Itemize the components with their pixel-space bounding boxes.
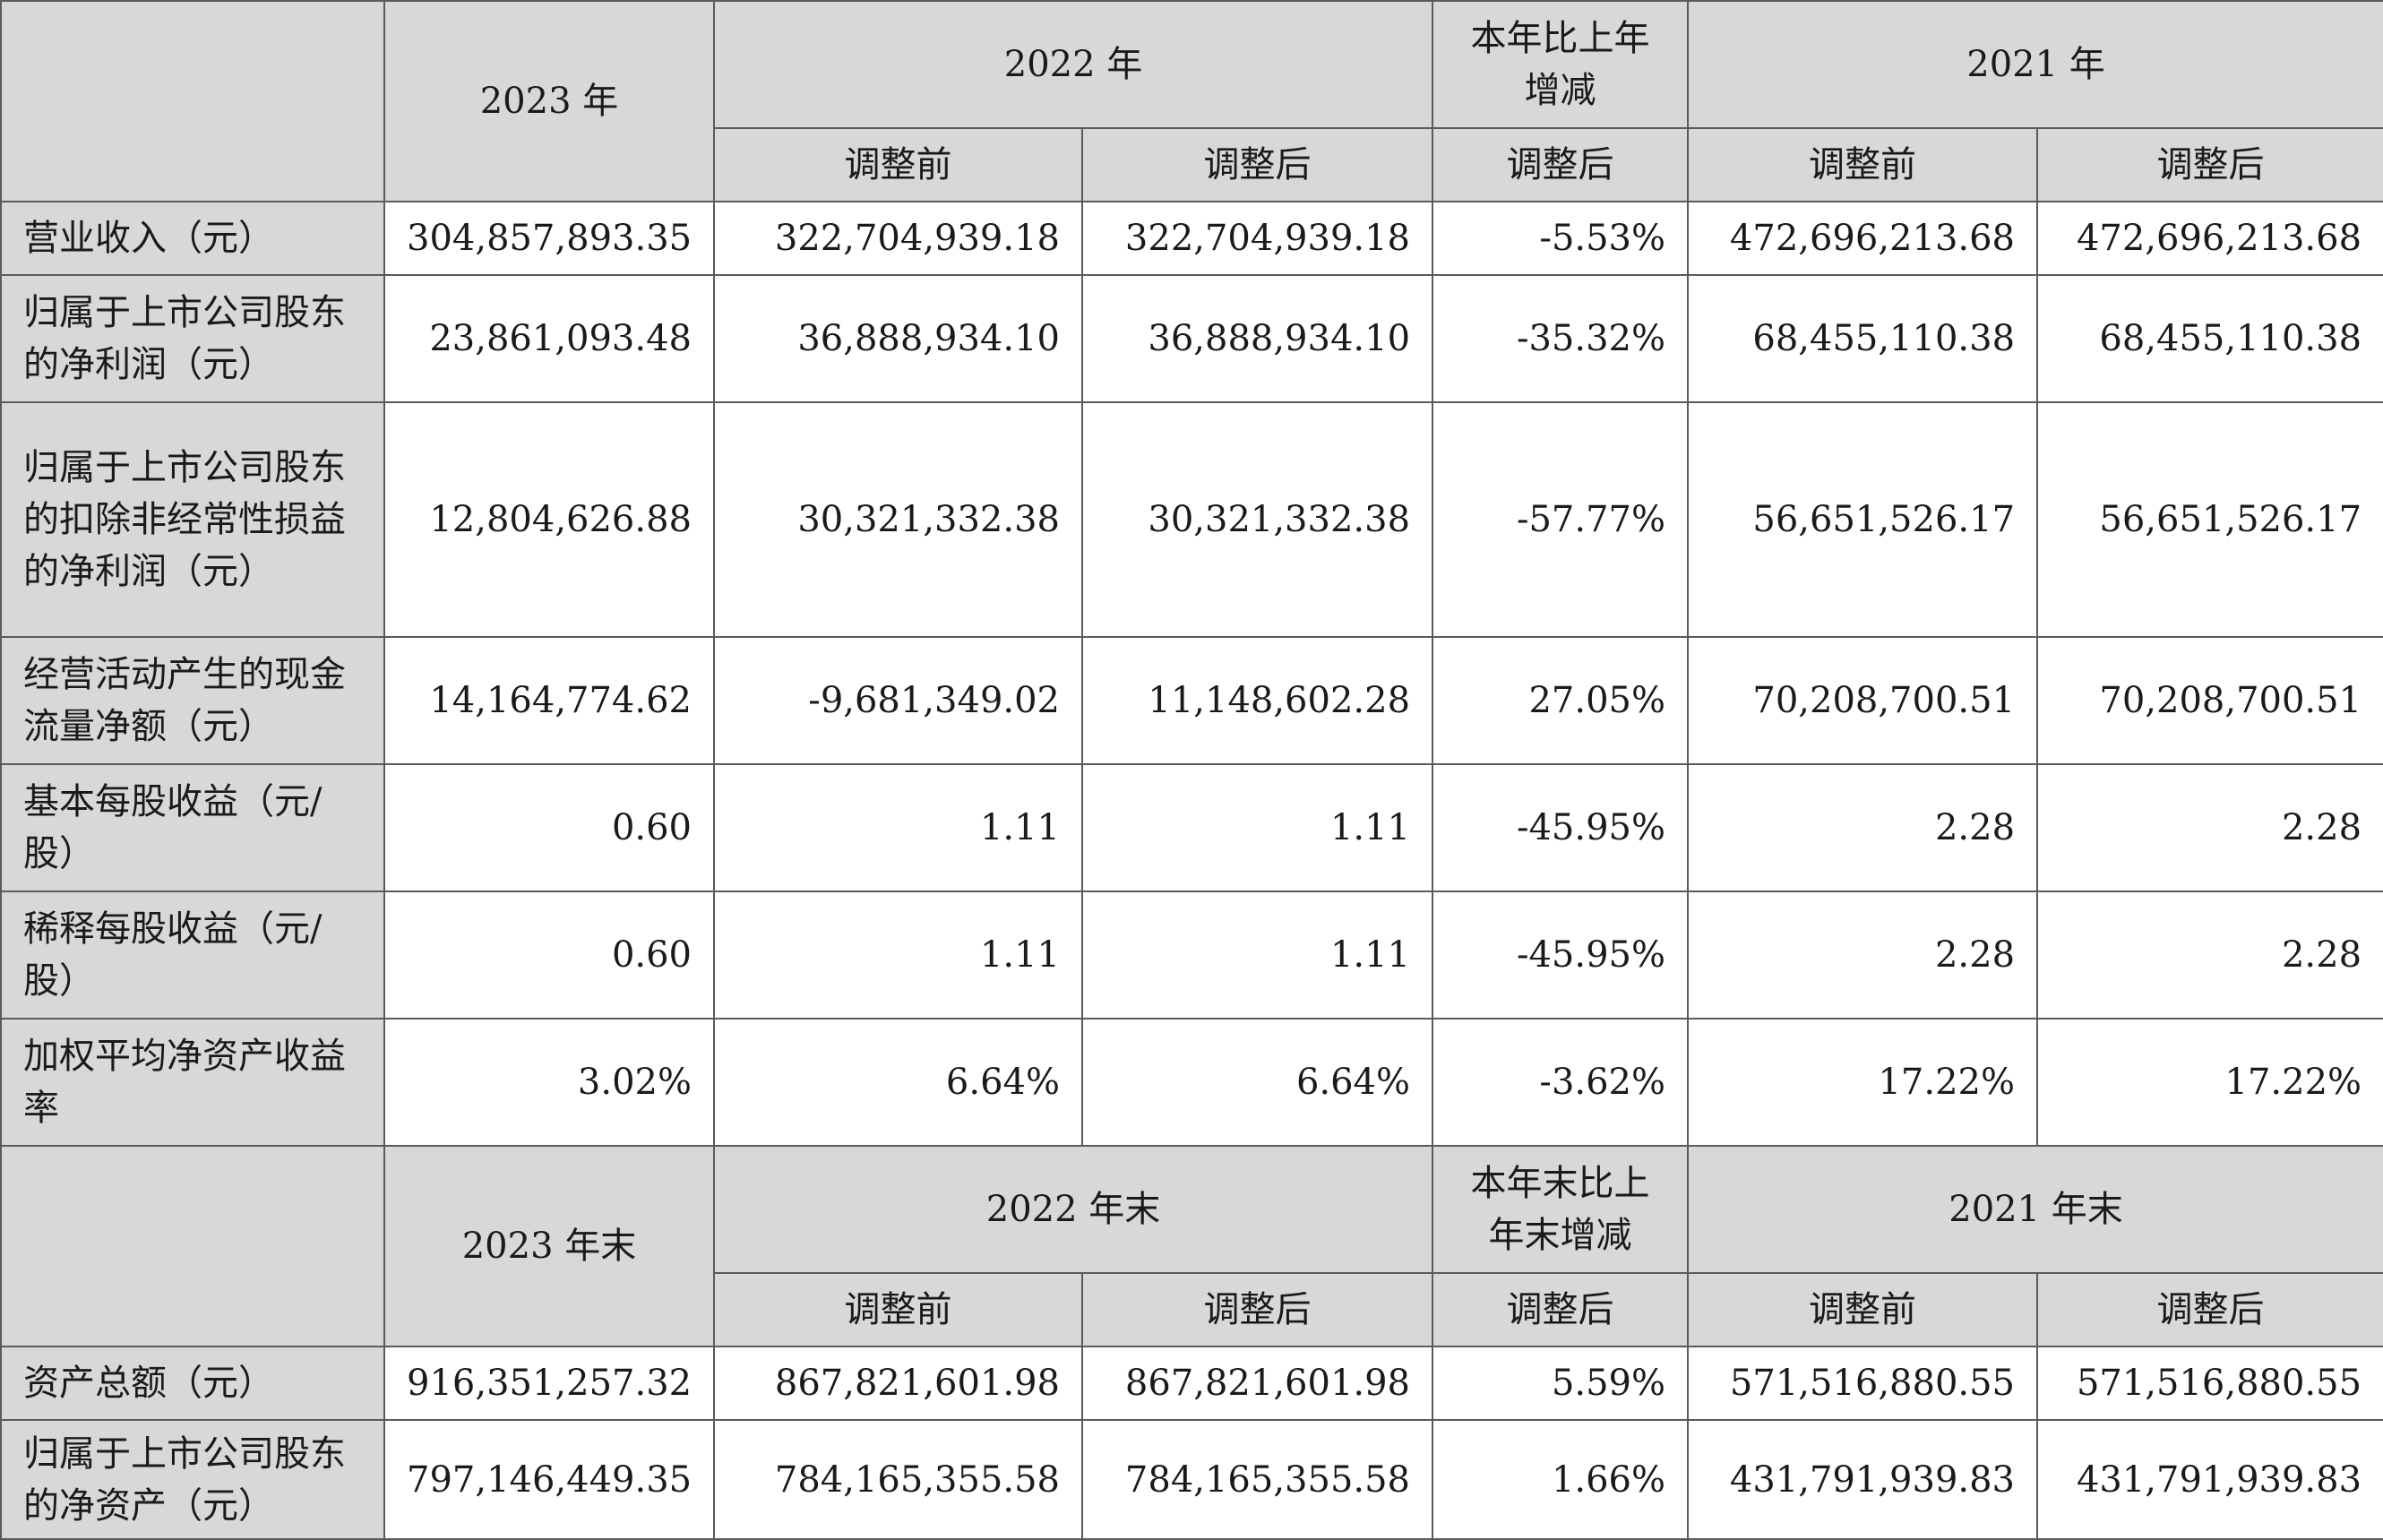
value-2023: 916,351,257.32 (383, 1346, 715, 1421)
bottom-subheader-row: 调整前 调整后 调整后 调整前 调整后 (1, 1272, 2383, 1347)
row-label: 加权平均净资产收益率 (0, 1018, 385, 1147)
value-2021-after: 431,791,939.83 (2036, 1419, 2383, 1540)
value-2023: 0.60 (383, 763, 715, 892)
row-label: 营业收入（元） (0, 201, 385, 276)
value-2021-before: 2.28 (1687, 890, 2039, 1019)
row-label: 归属于上市公司股东的净资产（元） (0, 1419, 385, 1540)
table-row: 营业收入（元） 304,857,893.35 322,704,939.18 32… (0, 201, 2383, 276)
top-header-corner-cell (0, 0, 385, 202)
value-change: -45.95% (1432, 763, 1690, 892)
value-2021-before: 571,516,880.55 (1687, 1346, 2039, 1421)
value-change: 5.59% (1432, 1346, 1690, 1421)
table-row: 加权平均净资产收益率 3.02% 6.64% 6.64% -3.62% 17.2… (0, 1018, 2383, 1147)
top-subheader-row: 调整前 调整后 调整后 调整前 调整后 (1, 127, 2383, 202)
table-row: 归属于上市公司股东的扣除非经常性损益的净利润（元） 12,804,626.88 … (0, 401, 2383, 638)
value-change: -35.32% (1432, 274, 1690, 403)
bottom-subheader-2021-before: 调整前 (1687, 1272, 2039, 1347)
value-2023: 12,804,626.88 (383, 401, 715, 638)
top-subheader-2021-after: 调整后 (2036, 127, 2383, 202)
value-2021-after: 17.22% (2036, 1018, 2383, 1147)
value-2023: 0.60 (383, 890, 715, 1019)
value-2022-after: 6.64% (1080, 1018, 1434, 1147)
value-2021-before: 70,208,700.51 (1687, 636, 2039, 765)
value-2021-before: 56,651,526.17 (1687, 401, 2039, 638)
value-2023: 14,164,774.62 (383, 636, 715, 765)
bottom-header-corner-cell (0, 1145, 385, 1347)
bottom-header-row: 2023 年末 2022 年末 本年末比上年末增减 2021 年末 (0, 1145, 2383, 1347)
value-2022-before: 867,821,601.98 (713, 1346, 1083, 1421)
table-row: 资产总额（元） 916,351,257.32 867,821,601.98 86… (0, 1346, 2383, 1421)
value-2021-after: 70,208,700.51 (2036, 636, 2383, 765)
value-2022-before: 322,704,939.18 (713, 201, 1083, 276)
row-label: 归属于上市公司股东的扣除非经常性损益的净利润（元） (0, 401, 385, 638)
top-header-2023: 2023 年 (383, 0, 715, 202)
bottom-subheader-change-after: 调整后 (1432, 1272, 1690, 1347)
value-2023: 797,146,449.35 (383, 1419, 715, 1540)
top-header-2021: 2021 年 (1687, 0, 2383, 129)
value-2022-after: 1.11 (1080, 890, 1434, 1019)
table-row: 经营活动产生的现金流量净额（元） 14,164,774.62 -9,681,34… (0, 636, 2383, 765)
row-label: 经营活动产生的现金流量净额（元） (0, 636, 385, 765)
value-2023: 3.02% (383, 1018, 715, 1147)
row-label: 资产总额（元） (0, 1346, 385, 1421)
bottom-subheader-2022-after: 调整后 (1080, 1272, 1434, 1347)
bottom-header-change: 本年末比上年末增减 (1432, 1145, 1690, 1274)
top-header-row: 2023 年 2022 年 本年比上年增减 2021 年 (0, 0, 2383, 202)
value-2022-before: 1.11 (713, 890, 1083, 1019)
value-2021-after: 472,696,213.68 (2036, 201, 2383, 276)
value-2022-after: 867,821,601.98 (1080, 1346, 1434, 1421)
top-header-change: 本年比上年增减 (1432, 0, 1690, 129)
value-2021-after: 2.28 (2036, 890, 2383, 1019)
bottom-subheader-2021-after: 调整后 (2036, 1272, 2383, 1347)
top-subheader-2022-after: 调整后 (1080, 127, 1434, 202)
table-row: 稀释每股收益（元/股） 0.60 1.11 1.11 -45.95% 2.28 … (0, 890, 2383, 1019)
row-label: 稀释每股收益（元/股） (0, 890, 385, 1019)
value-2021-after: 68,455,110.38 (2036, 274, 2383, 403)
value-2022-after: 1.11 (1080, 763, 1434, 892)
bottom-subheader-2022-before: 调整前 (713, 1272, 1083, 1347)
top-subheader-2022-before: 调整前 (713, 127, 1083, 202)
value-2021-before: 472,696,213.68 (1687, 201, 2039, 276)
value-2022-before: 784,165,355.58 (713, 1419, 1083, 1540)
table-row: 归属于上市公司股东的净资产（元） 797,146,449.35 784,165,… (0, 1419, 2383, 1540)
value-change: -45.95% (1432, 890, 1690, 1019)
value-change: -5.53% (1432, 201, 1690, 276)
value-2022-before: 1.11 (713, 763, 1083, 892)
top-header-2022: 2022 年 (712, 0, 1434, 129)
value-2022-after: 30,321,332.38 (1080, 401, 1434, 638)
value-2021-before: 68,455,110.38 (1687, 274, 2039, 403)
value-change: -3.62% (1432, 1018, 1690, 1147)
value-2023: 23,861,093.48 (383, 274, 715, 403)
value-2021-before: 2.28 (1687, 763, 2039, 892)
value-2022-after: 322,704,939.18 (1080, 201, 1434, 276)
value-2022-after: 36,888,934.10 (1080, 274, 1434, 403)
value-2022-before: 6.64% (713, 1018, 1083, 1147)
value-2022-before: 30,321,332.38 (713, 401, 1083, 638)
bottom-header-2023: 2023 年末 (383, 1145, 715, 1347)
bottom-header-2022: 2022 年末 (712, 1145, 1434, 1274)
table-row: 归属于上市公司股东的净利润（元） 23,861,093.48 36,888,93… (0, 274, 2383, 403)
value-2022-before: 36,888,934.10 (713, 274, 1083, 403)
row-label: 归属于上市公司股东的净利润（元） (0, 274, 385, 403)
value-2022-before: -9,681,349.02 (713, 636, 1083, 765)
table-row: 基本每股收益（元/股） 0.60 1.11 1.11 -45.95% 2.28 … (0, 763, 2383, 892)
top-subheader-2021-before: 调整前 (1687, 127, 2039, 202)
value-2022-after: 784,165,355.58 (1080, 1419, 1434, 1540)
value-2021-after: 571,516,880.55 (2036, 1346, 2383, 1421)
value-2021-before: 17.22% (1687, 1018, 2039, 1147)
row-label: 基本每股收益（元/股） (0, 763, 385, 892)
value-change: 27.05% (1432, 636, 1690, 765)
value-change: -57.77% (1432, 401, 1690, 638)
top-subheader-change-after: 调整后 (1432, 127, 1690, 202)
value-2021-before: 431,791,939.83 (1687, 1419, 2039, 1540)
bottom-header-2021: 2021 年末 (1687, 1145, 2383, 1274)
value-change: 1.66% (1432, 1419, 1690, 1540)
value-2021-after: 56,651,526.17 (2036, 401, 2383, 638)
value-2022-after: 11,148,602.28 (1080, 636, 1434, 765)
value-2021-after: 2.28 (2036, 763, 2383, 892)
value-2023: 304,857,893.35 (383, 201, 715, 276)
